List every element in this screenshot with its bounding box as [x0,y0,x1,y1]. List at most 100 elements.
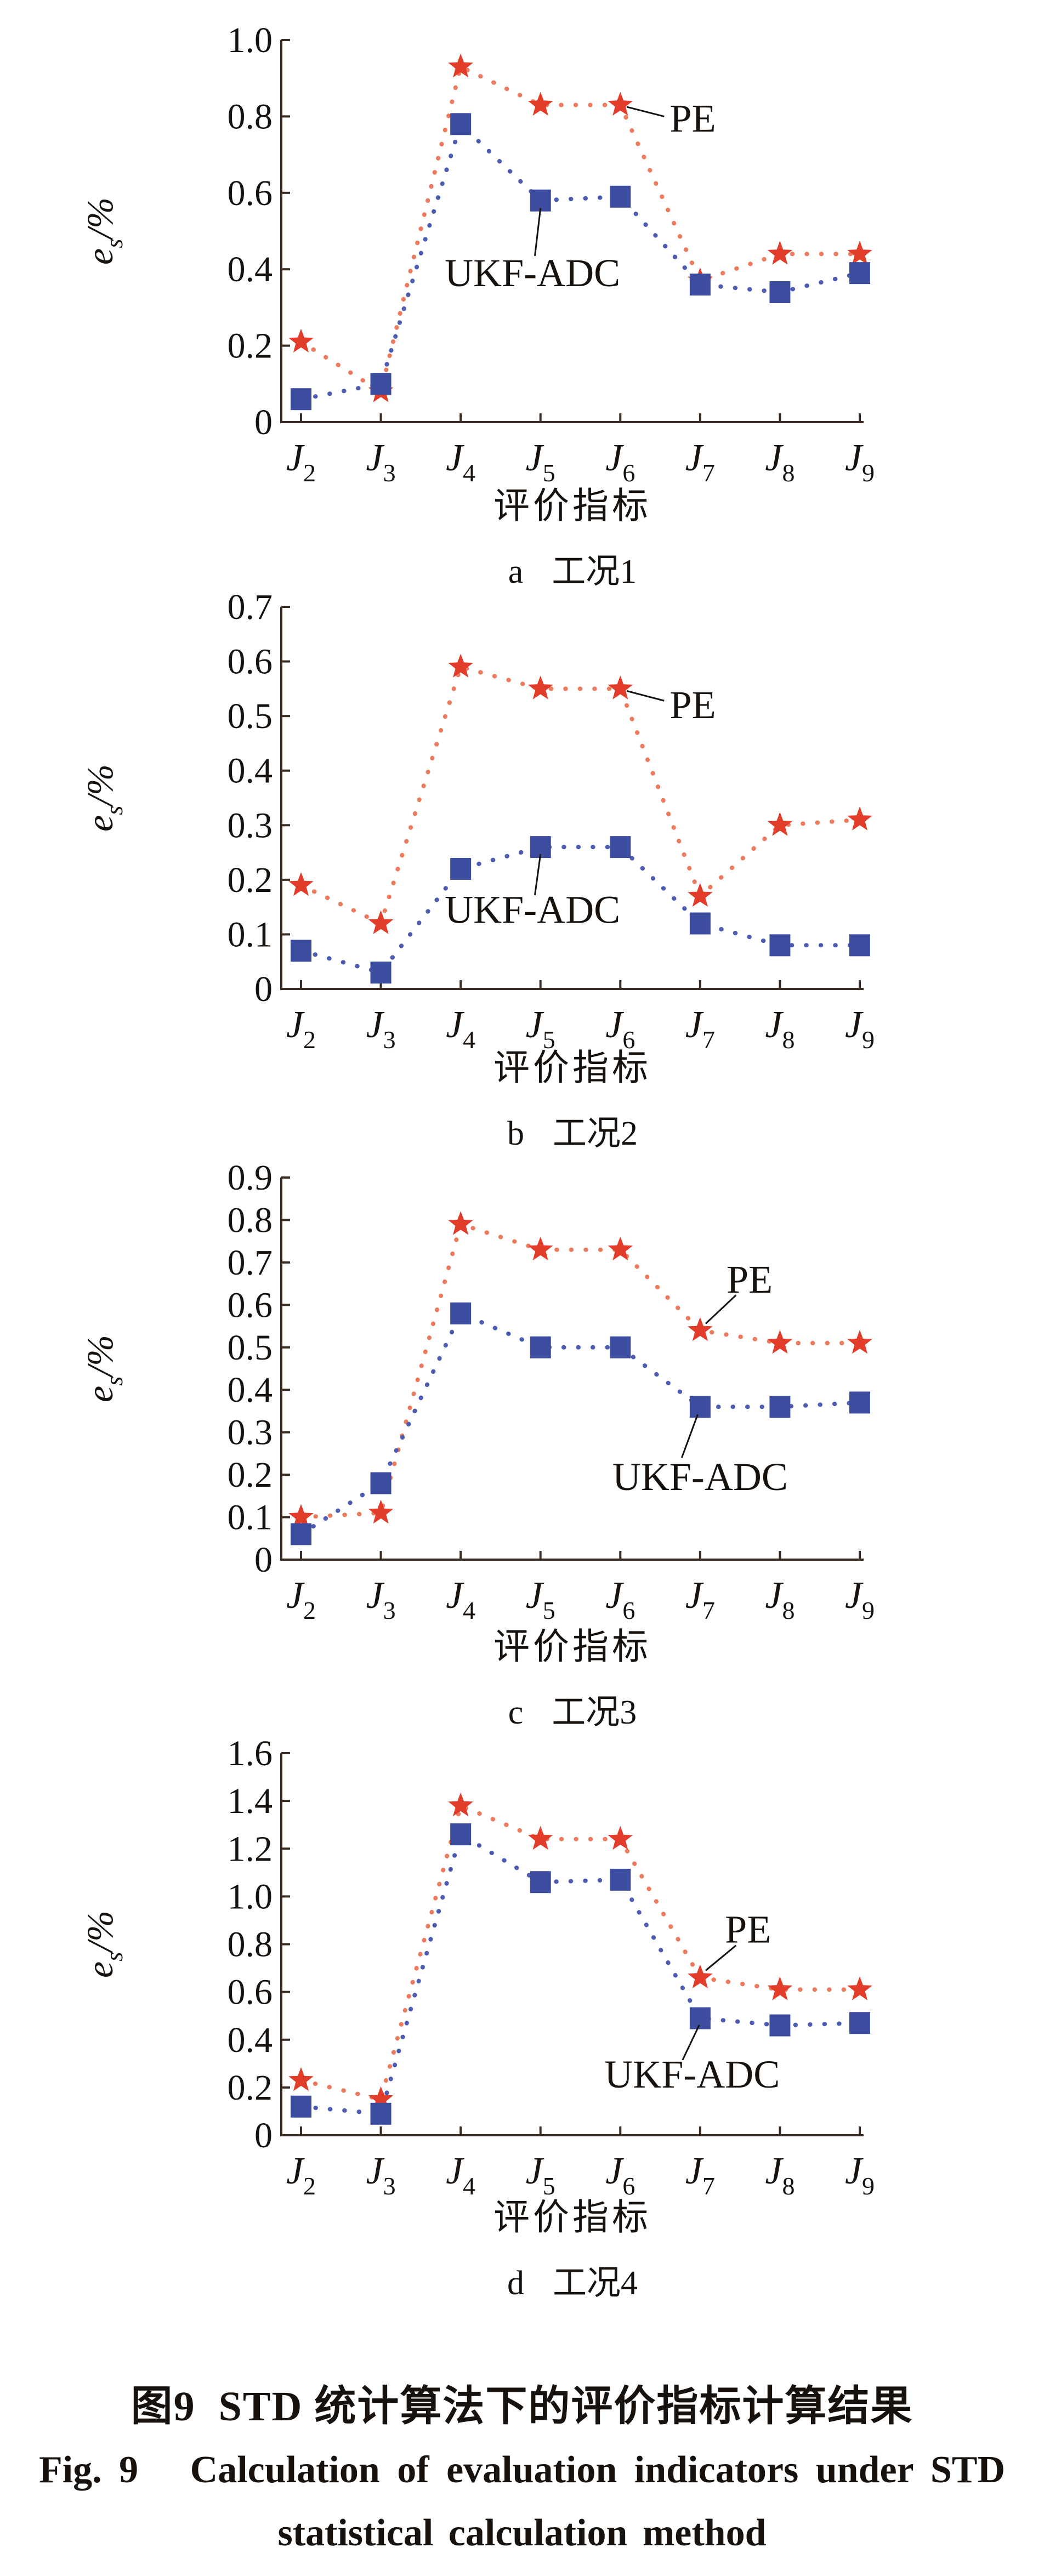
y-axis-title: es/% [79,1335,128,1402]
y-tick-label: 0.1 [228,914,273,954]
chart-c-caption-letter: c [508,1694,524,1731]
chart-a-plot: 0 0.2 0.4 0.6 0.8 1.0 J2 J3 J4 J5 J6 J7 J8 J9 es/% PE UK… [79,20,875,487]
pe-star-marker [847,241,872,265]
y-tick-label: 0 [254,969,273,1009]
series-label-pe: PE [727,1258,773,1301]
y-tick-label: 0.7 [228,587,273,627]
y-tick-label: 0.9 [228,1158,273,1198]
x-tick-label: J7 [685,1004,715,1054]
x-tick-label: J6 [605,2150,635,2200]
pe-star-marker [448,53,473,78]
chart-b-plot: 0 0.1 0.2 0.3 0.4 0.5 0.6 0.7 J2 J3 J4 J5 J6 J7 J8 J9 es… [79,587,875,1054]
y-tick-label: 0.8 [228,1925,273,1965]
pe-star-marker [847,1976,872,2000]
pe-star-marker [448,653,473,678]
annotation-leader-line [626,106,665,117]
y-tick-label: 0.6 [228,173,273,213]
figure-caption-zh: 图9 STD 统计算法下的评价指标计算结果 [130,2384,914,2430]
pe-series-line [299,1221,862,1520]
x-tick-label: J8 [765,1574,795,1624]
x-tick-label: J6 [605,437,635,487]
series-label-ukf-adc: UKF-ADC [445,251,620,295]
y-tick-label: 0.6 [228,642,273,682]
pe-star-marker [527,1236,553,1261]
x-tick-label: J4 [446,1004,475,1054]
x-tick-label: J2 [286,1004,316,1054]
pe-star-marker [688,883,713,907]
pe-star-marker [448,1792,473,1817]
y-tick-label: 0.3 [228,1413,273,1453]
ukf-adc-square-marker [610,1868,631,1891]
ukf-adc-square-marker [370,2102,392,2125]
ukf-adc-square-marker [450,1823,472,1846]
chart-b-caption-letter: b [507,1115,524,1152]
y-tick-label: 0.2 [228,1455,273,1495]
y-tick-label: 0.5 [228,696,273,736]
ukf-adc-square-marker [610,185,631,208]
chart-c-caption-title: 工况3 [552,1694,637,1731]
x-tick-label: J8 [765,1004,795,1054]
annotation-leader-line [626,690,665,702]
ukf-adc-series-line [299,1830,862,2117]
ukf-adc-square-marker [450,113,472,135]
pe-star-marker [368,2086,394,2111]
annotation-leader-line [534,854,542,895]
chart-a-caption-title: 工况1 [552,553,637,590]
pe-star-marker [288,1504,314,1528]
pe-star-marker [847,806,872,831]
series-label-ukf-adc: UKF-ADC [445,888,620,932]
pe-star-marker [527,1826,553,1850]
annotation-leader-line [705,1944,737,1971]
y-tick-label: 0.4 [228,2020,273,2060]
chart-d-caption-letter: d [507,2265,524,2302]
y-tick-label: 1.0 [228,1876,273,1917]
chart-b-caption-title: 工况2 [552,1115,638,1152]
x-tick-label: J7 [685,2150,715,2200]
pe-star-marker [608,675,633,700]
y-tick-label: 1.0 [228,20,273,60]
x-tick-label: J6 [605,1004,635,1054]
ukf-adc-square-marker [370,1472,392,1494]
y-tick-label: 1.2 [228,1829,273,1869]
y-tick-label: 0.6 [228,1285,273,1325]
y-tick-label: 0.4 [228,751,273,791]
pe-star-marker [767,812,793,836]
y-tick-label: 0.5 [228,1328,273,1368]
ukf-adc-square-marker [769,2014,791,2037]
ukf-adc-square-marker [450,857,472,880]
axes [280,1178,864,1561]
y-tick-label: 0.7 [228,1243,273,1283]
pe-star-marker [767,1330,793,1354]
ukf-adc-square-marker [530,1871,551,1893]
ukf-adc-series-line [299,845,862,975]
ukf-adc-series-line [299,1310,862,1537]
ukf-adc-square-marker [610,1336,631,1358]
ukf-adc-square-marker [291,2095,311,2118]
x-tick-label: J4 [446,2150,475,2200]
chart-c-caption: c 工况3 [281,1691,864,1735]
ukf-adc-square-marker [689,912,711,935]
figure-caption-en-line1: Fig. 9 Calculation of evaluation indicat… [38,2449,1006,2491]
ukf-adc-square-marker [291,940,311,962]
y-tick-label: 0.8 [228,1200,273,1240]
ukf-adc-square-marker [530,189,551,212]
figure-caption-en-line2: statistical calculation method [277,2512,767,2554]
y-tick-label: 0.1 [228,1498,273,1538]
y-tick-label: 0 [254,1540,273,1580]
ukf-adc-square-marker [849,2012,870,2034]
chart-c-plot: 00.10.20.30.40.50.60.70.80.9 J2 J3 J4 J5 J6 J7… [79,1158,875,1624]
x-tick-label: J4 [446,1574,475,1624]
y-tick-label: 1.6 [228,1733,273,1773]
pe-star-marker [527,92,553,116]
annotation-leader-line [705,1294,737,1324]
y-tick-label: 0 [254,402,273,442]
ukf-adc-square-marker [370,373,392,395]
y-tick-label: 0.4 [228,249,273,289]
pe-star-marker [767,1976,793,2000]
ukf-adc-square-marker [689,274,711,296]
pe-star-marker [608,1236,633,1261]
y-tick-label: 0.3 [228,805,273,845]
ukf-adc-square-marker [849,934,870,957]
x-tick-label: J4 [446,437,475,487]
